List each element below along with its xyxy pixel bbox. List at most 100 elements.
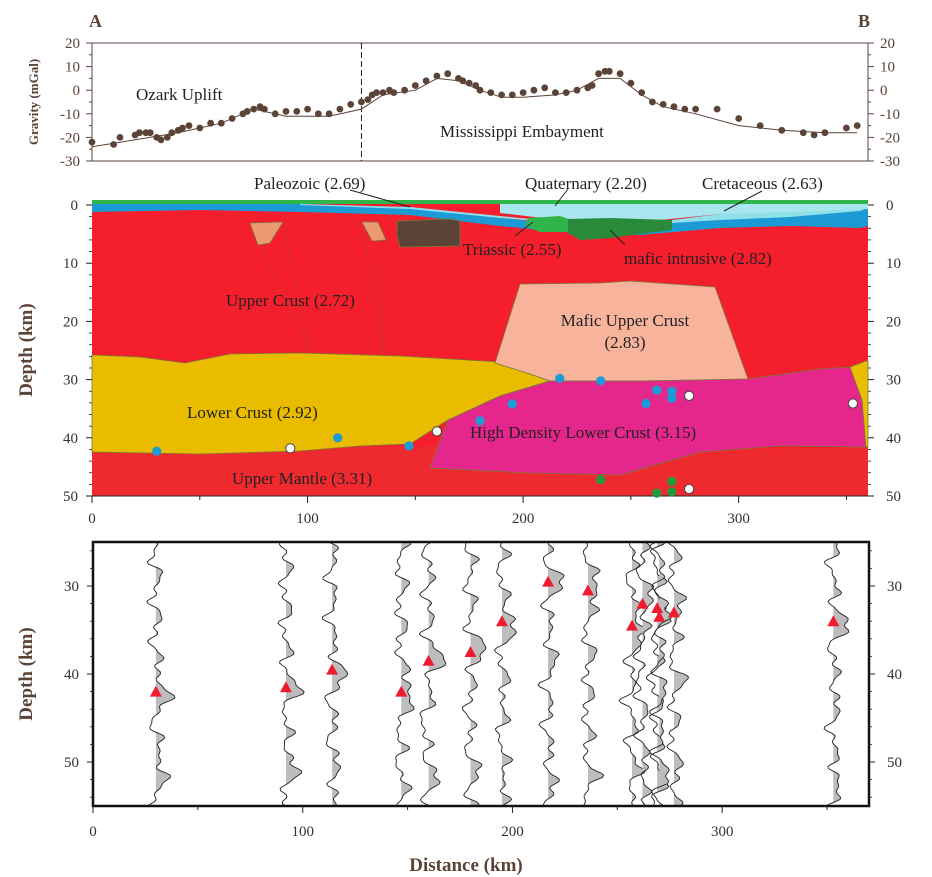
paleozoic-basin-block xyxy=(396,218,461,248)
observed-gravity-point xyxy=(364,96,372,103)
rf-y-tick-label: 40 xyxy=(887,667,902,683)
model-y-tick-label: 40 xyxy=(63,431,78,447)
mafic-intrusive-body xyxy=(568,218,672,240)
paleozoic-label: Paleozoic (2.69) xyxy=(254,174,365,193)
observed-gravity-point xyxy=(821,129,829,137)
rf-trace-line xyxy=(645,541,672,807)
receiver-function-traces xyxy=(146,541,850,807)
observed-gravity-point xyxy=(282,108,290,115)
rf-trace-line xyxy=(146,542,176,807)
moho-pick-triangle xyxy=(626,619,639,631)
west-salmon-block xyxy=(249,221,284,246)
density-model-panel: 0 100 200 300 0 10 20 30 40 50 0 10 20 30 40 50 Depth… xyxy=(16,174,901,527)
model-x-tick-label: 200 xyxy=(512,511,535,527)
moho-station-white xyxy=(684,390,695,401)
rf-y-tick-label: 50 xyxy=(64,755,79,771)
moho-pick-triangle xyxy=(653,610,666,622)
moho-pick-triangle xyxy=(581,584,594,596)
observed-gravity-point xyxy=(358,98,365,106)
observed-gravity-point xyxy=(336,105,344,113)
rf-y-ticks-left: 30 40 50 xyxy=(64,550,93,798)
model-y-ticks-left: 0 10 20 30 40 50 xyxy=(63,198,92,505)
moho-pick-triangle xyxy=(542,575,555,587)
model-y-ticks-right: 0 10 20 30 40 50 xyxy=(868,198,901,505)
moho-pick-triangles xyxy=(149,575,840,697)
observed-gravity-point xyxy=(616,70,624,78)
rf-trace-fill xyxy=(833,542,849,806)
quaternary-label: Quaternary (2.20) xyxy=(525,174,647,193)
moho-station-white xyxy=(285,443,296,454)
observed-gravity-point xyxy=(110,141,117,148)
upper-crust-tie-lines xyxy=(249,221,384,356)
observed-gravity-point xyxy=(88,138,96,146)
observed-gravity-point xyxy=(519,89,527,96)
rf-trace-fill xyxy=(502,542,517,806)
model-y-tick-label: 20 xyxy=(63,314,78,330)
moho-pick-triangle xyxy=(395,685,408,697)
rf-trace-line xyxy=(632,541,655,807)
upper-crust-label: Upper Crust (2.72) xyxy=(226,291,355,310)
rf-trace-line xyxy=(321,541,349,806)
observed-gravity-point xyxy=(735,115,743,122)
moho-pick-triangle xyxy=(636,597,649,609)
moho-station-blue xyxy=(475,416,485,426)
layer-leader-lines xyxy=(349,188,763,246)
observed-gravity-point xyxy=(498,91,505,99)
gravity-tick-label: -10 xyxy=(60,107,80,123)
rf-x-tick-label: 100 xyxy=(291,824,314,840)
high-density-lower-crust-layer xyxy=(429,366,867,476)
model-y-tick-label: 10 xyxy=(63,256,78,272)
rf-x-tick-label: 300 xyxy=(711,824,734,840)
gravity-y-ticks-left: 20 10 0 -10 -20 -30 xyxy=(60,36,92,170)
rf-trace-fill xyxy=(401,542,414,806)
model-x-ticks: 0 100 200 300 xyxy=(88,496,847,527)
moho-station-blue xyxy=(652,385,662,395)
observed-gravity-point xyxy=(261,105,268,113)
gravity-tick-label: -20 xyxy=(60,130,80,146)
observed-gravity-point xyxy=(207,119,215,127)
cretaceous-layer xyxy=(500,204,868,222)
observed-gravity-point xyxy=(670,103,678,111)
mafic-upper-crust-density-label: (2.83) xyxy=(604,333,645,352)
model-y-tick-label: 50 xyxy=(63,489,78,505)
observed-gravity-point xyxy=(472,82,480,89)
paleozoic-layer xyxy=(92,204,868,235)
moho-pick-triangle xyxy=(279,681,292,693)
observed-gravity-point xyxy=(314,110,322,118)
rf-trace-line xyxy=(823,541,850,807)
observed-gravity-point xyxy=(778,126,786,134)
observed-gravity-point xyxy=(390,89,398,96)
observed-gravity-point xyxy=(164,134,171,141)
model-x-tick-label: 100 xyxy=(296,511,319,527)
gravity-tick-label: 10 xyxy=(880,60,895,76)
rf-trace-fill xyxy=(659,542,672,806)
moho-pick-triangle xyxy=(326,663,339,675)
rf-y-tick-label: 50 xyxy=(887,755,902,771)
rf-trace-line xyxy=(537,541,565,807)
rf-trace-line xyxy=(618,541,648,807)
rf-trace-line xyxy=(648,541,673,807)
moho-station-green xyxy=(596,475,606,485)
observed-gravity-point xyxy=(541,84,549,92)
moho-pick-triangle xyxy=(651,602,664,613)
observed-gravity-point xyxy=(379,89,387,96)
observed-gravity-point xyxy=(605,67,613,75)
observed-gravity-point xyxy=(573,86,581,94)
observed-gravity-point xyxy=(638,89,646,96)
cretaceous-label: Cretaceous (2.63) xyxy=(702,174,823,193)
model-y-tick-label: 0 xyxy=(886,198,894,214)
observed-gravity-point xyxy=(562,89,570,96)
x-axis-label: Distance (km) xyxy=(409,855,522,876)
triassic-body xyxy=(525,216,575,232)
rf-trace-fill xyxy=(674,542,689,806)
moho-station-blue xyxy=(555,373,565,383)
lower-crust-label: Lower Crust (2.92) xyxy=(187,403,318,422)
gravity-tick-label: -30 xyxy=(880,154,900,170)
east-salmon-block xyxy=(361,221,387,242)
rf-trace-fill xyxy=(428,542,446,806)
observed-gravity-point xyxy=(433,72,441,80)
moho-pick-triangle xyxy=(464,646,477,657)
observed-gravity-point xyxy=(325,110,333,118)
triassic-label: Triassic (2.55) xyxy=(463,240,562,259)
gravity-y-axis-label: Gravity (mGal) xyxy=(26,59,41,145)
